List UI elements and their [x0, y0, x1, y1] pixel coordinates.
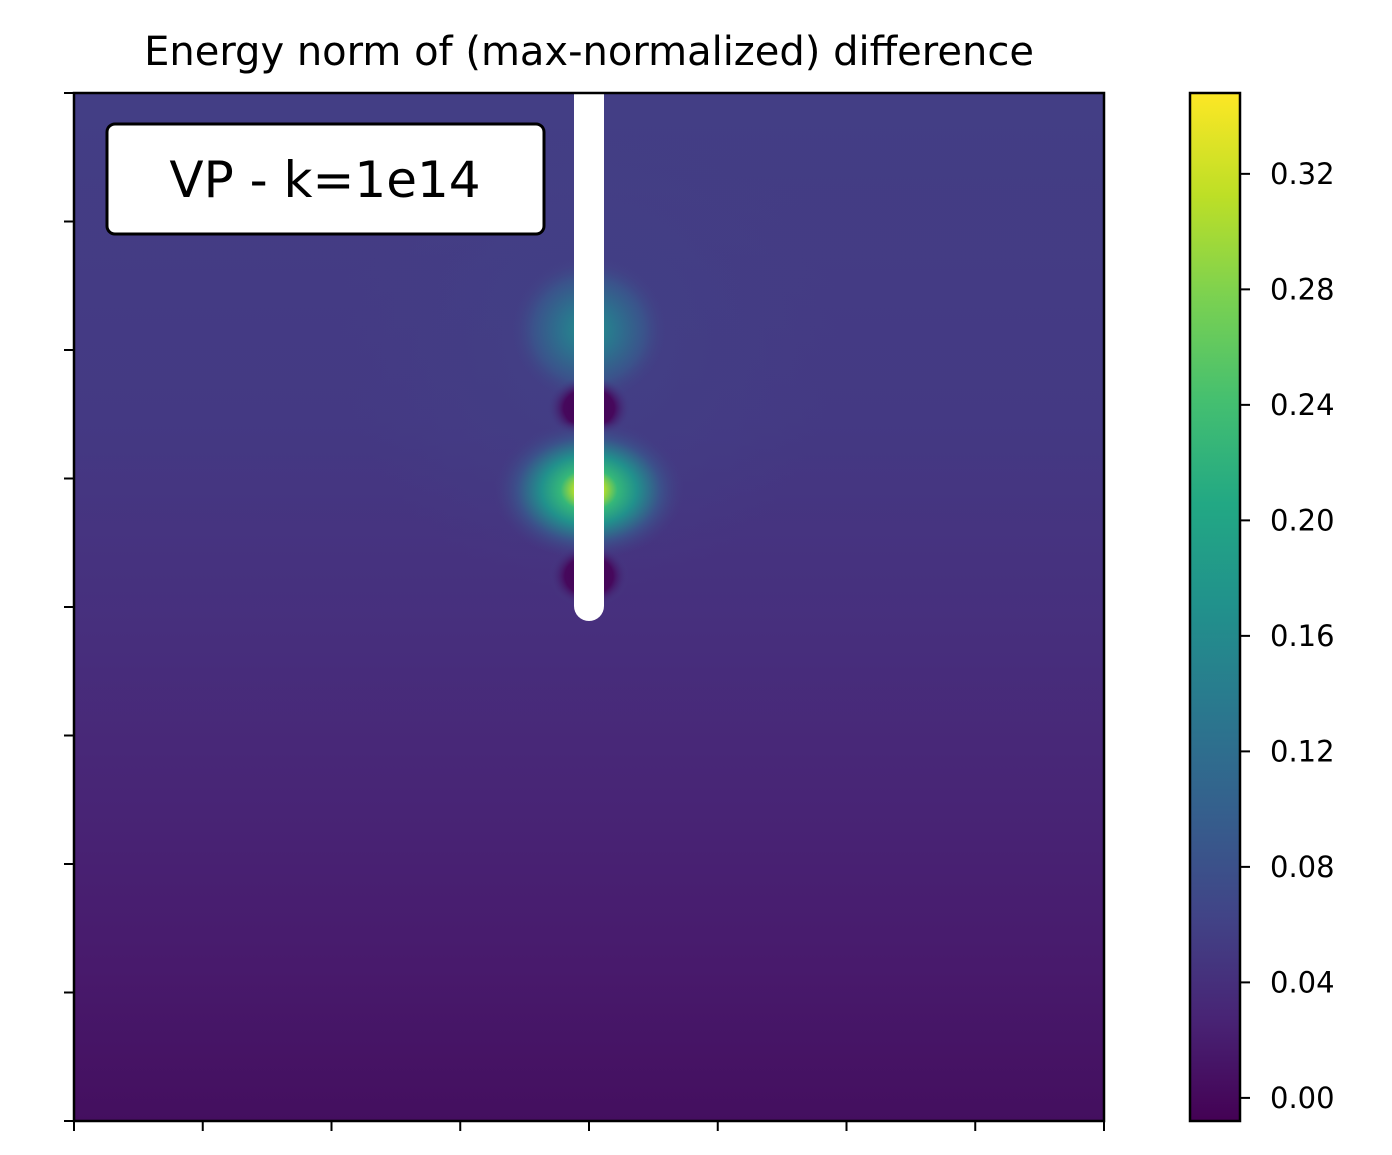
colorbar-ticks: 0.00 0.04 0.08 0.12 0.16 0.20 0.24 0.28 0.32	[1240, 157, 1335, 1115]
colorbar-frame	[1188, 91, 1242, 1123]
colorbar-tick-label: 0.12	[1270, 734, 1335, 768]
x-axis-ticks	[73, 1121, 1105, 1131]
colorbar-tick-label: 0.00	[1270, 1081, 1335, 1115]
colorbar-tick-label: 0.16	[1270, 619, 1335, 653]
colorbar-tick-label: 0.04	[1270, 965, 1335, 999]
y-axis-ticks	[64, 92, 74, 1122]
colorbar-tick-label: 0.32	[1270, 157, 1335, 191]
annotation-text: VP - k=1e14	[169, 151, 480, 209]
colorbar-tick-label: 0.08	[1270, 850, 1335, 884]
heatmap-field	[74, 93, 1104, 1121]
colorbar-gradient	[1190, 93, 1240, 1121]
chart-title: Energy norm of (max-normalized) differen…	[144, 29, 1034, 75]
annotation-box: VP - k=1e14	[105, 122, 546, 236]
colorbar-tick-label: 0.28	[1270, 272, 1335, 306]
colorbar: 0.00 0.04 0.08 0.12 0.16 0.20 0.24 0.28 0.32	[1188, 91, 1335, 1123]
colorbar-tick-label: 0.24	[1270, 388, 1335, 422]
colorbar-tick-label: 0.20	[1270, 503, 1335, 537]
